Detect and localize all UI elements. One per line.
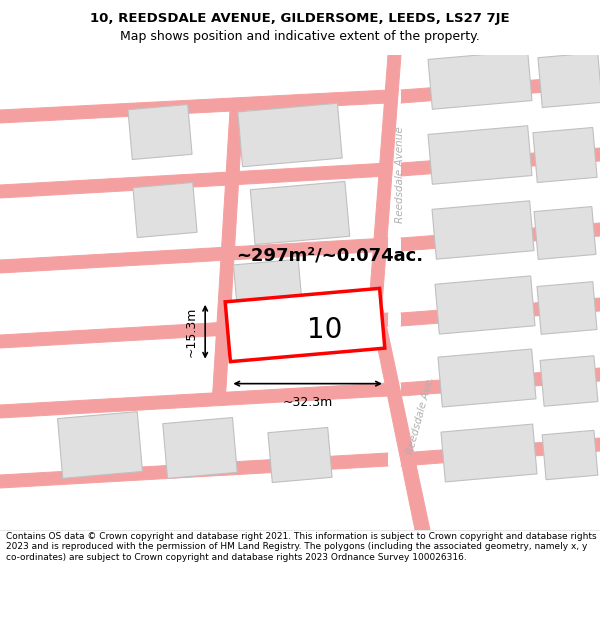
Polygon shape [128, 104, 192, 159]
Polygon shape [0, 238, 388, 273]
Polygon shape [401, 438, 600, 466]
Polygon shape [401, 148, 600, 176]
Text: 10, REEDSDALE AVENUE, GILDERSOME, LEEDS, LS27 7JE: 10, REEDSDALE AVENUE, GILDERSOME, LEEDS,… [90, 12, 510, 25]
Polygon shape [542, 431, 598, 479]
Text: Contains OS data © Crown copyright and database right 2021. This information is : Contains OS data © Crown copyright and d… [6, 532, 596, 562]
Polygon shape [58, 412, 142, 478]
Polygon shape [533, 127, 597, 182]
Polygon shape [268, 428, 332, 483]
Text: ~32.3m: ~32.3m [283, 396, 333, 409]
Polygon shape [401, 368, 600, 396]
Text: Reedsdale Avenue: Reedsdale Avenue [395, 127, 405, 223]
Polygon shape [225, 288, 385, 362]
Polygon shape [534, 207, 596, 259]
Polygon shape [133, 182, 197, 238]
Polygon shape [401, 223, 600, 251]
Polygon shape [538, 52, 600, 107]
Polygon shape [163, 418, 237, 479]
Polygon shape [369, 305, 430, 530]
Text: ~297m²/~0.074ac.: ~297m²/~0.074ac. [236, 246, 424, 264]
Text: ~15.3m: ~15.3m [184, 307, 197, 357]
Polygon shape [0, 163, 388, 198]
Polygon shape [0, 90, 388, 123]
Polygon shape [438, 349, 536, 407]
Polygon shape [432, 201, 534, 259]
Polygon shape [0, 313, 388, 348]
Polygon shape [0, 453, 388, 488]
Polygon shape [401, 75, 600, 103]
Polygon shape [435, 276, 535, 334]
Polygon shape [428, 126, 532, 184]
Polygon shape [428, 51, 532, 109]
Polygon shape [537, 282, 597, 334]
Text: Map shows position and indicative extent of the property.: Map shows position and indicative extent… [120, 30, 480, 43]
Polygon shape [212, 110, 243, 405]
Text: Reedsdale Ave.: Reedsdale Ave. [405, 375, 436, 455]
Polygon shape [441, 424, 537, 482]
Polygon shape [250, 181, 350, 244]
Polygon shape [369, 55, 401, 305]
Text: 10: 10 [307, 316, 343, 344]
Polygon shape [540, 356, 598, 406]
Polygon shape [233, 259, 302, 315]
Polygon shape [401, 298, 600, 326]
Polygon shape [0, 383, 388, 418]
Polygon shape [238, 103, 342, 167]
